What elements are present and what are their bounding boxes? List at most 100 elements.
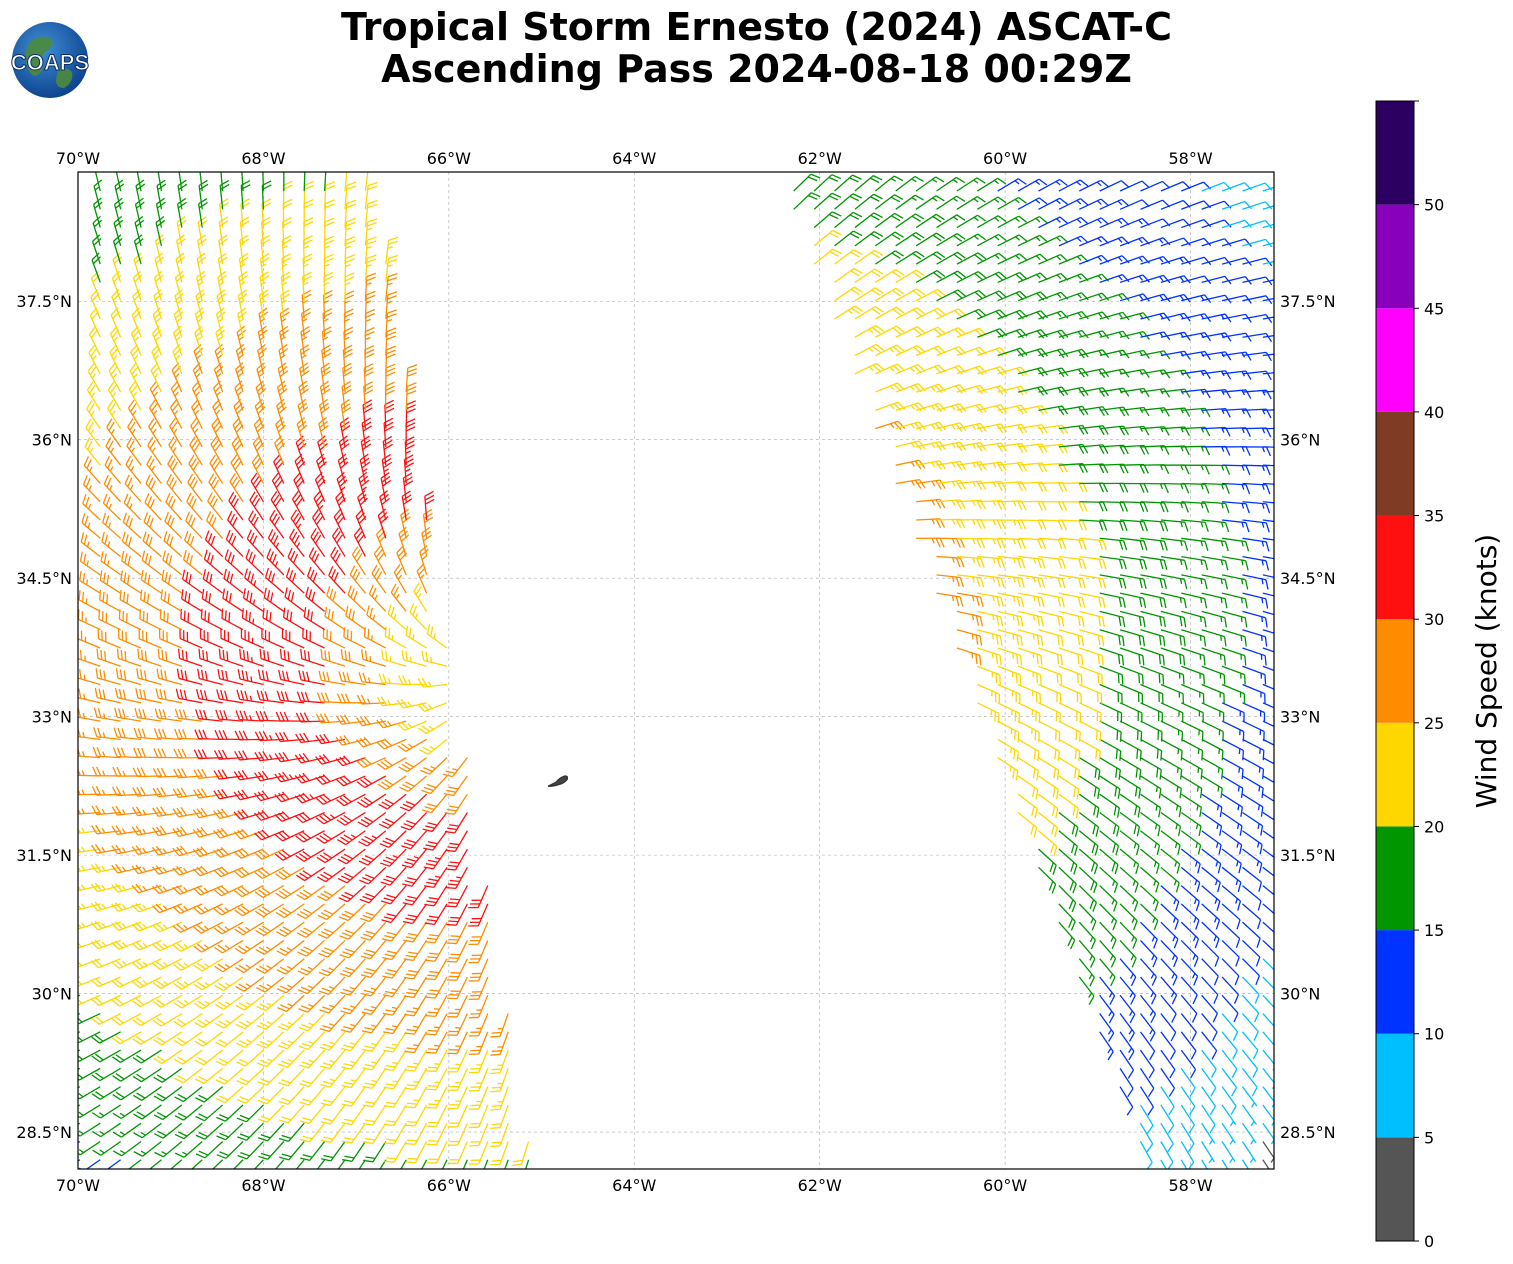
wind-barb — [997, 683, 1021, 704]
wind-barb — [194, 994, 223, 1010]
wind-barb — [172, 806, 203, 818]
wind-barb — [195, 1086, 224, 1103]
wind-barb — [333, 508, 346, 539]
lon-tick-label-top: 70°W — [56, 149, 100, 168]
wind-barb — [1017, 757, 1039, 781]
wind-barb — [468, 903, 489, 927]
wind-barb — [254, 398, 266, 429]
wind-barb — [405, 1122, 428, 1145]
wind-barb — [997, 500, 1027, 511]
wind-barb — [421, 793, 448, 814]
wind-barb — [254, 866, 285, 880]
wind-barb — [145, 474, 162, 503]
wind-barb — [425, 976, 448, 999]
wind-barb — [214, 994, 244, 1010]
wind-barb — [121, 550, 142, 576]
wind-barb — [936, 308, 967, 320]
wind-barb — [234, 885, 264, 898]
wind-barb — [356, 694, 386, 705]
wind-barb — [339, 958, 366, 978]
wind-barb — [78, 629, 101, 649]
wind-barb — [188, 454, 203, 484]
wind-barb — [238, 271, 249, 301]
wind-barb — [105, 437, 122, 466]
wind-barb — [1078, 976, 1095, 1005]
wind-barb — [1119, 903, 1138, 931]
wind-barb — [1079, 592, 1106, 608]
wind-barb — [1119, 274, 1150, 284]
wind-barb — [1099, 463, 1129, 474]
wind-barb — [1058, 537, 1087, 550]
wind-barb — [1120, 519, 1148, 532]
wind-barb — [328, 566, 346, 594]
wind-barb — [1119, 665, 1144, 685]
wind-barb — [834, 230, 863, 247]
wind-barb — [256, 1013, 285, 1031]
wind-barb — [1099, 976, 1116, 1005]
wind-barb — [1038, 702, 1061, 723]
wind-barb — [1201, 976, 1219, 1005]
wind-barb — [402, 903, 428, 925]
wind-barb — [1262, 501, 1274, 505]
wind-barb — [1140, 647, 1165, 666]
wind-barb — [1180, 921, 1200, 949]
wind-barb — [382, 435, 393, 466]
wind-barb — [112, 747, 142, 759]
wind-barb — [1262, 295, 1274, 302]
wind-barb — [1038, 253, 1069, 265]
wind-barb — [1181, 647, 1206, 666]
wind-barb — [1160, 537, 1189, 551]
wind-barb — [997, 720, 1020, 743]
wind-barb — [1038, 537, 1067, 550]
wind-barb — [916, 537, 945, 548]
wind-barb — [237, 1122, 264, 1141]
wind-barb — [172, 826, 203, 838]
wind-barb — [1201, 720, 1224, 742]
wind-barb — [1038, 610, 1065, 627]
wind-barb — [1181, 501, 1210, 513]
wind-barb — [1160, 464, 1190, 475]
wind-barb — [376, 738, 407, 750]
wind-barb — [1262, 464, 1274, 467]
wind-barb — [977, 683, 1001, 704]
wind-barb — [1181, 445, 1211, 456]
wind-barb — [393, 563, 407, 594]
wind-barb — [319, 1031, 346, 1051]
wind-barb — [1222, 427, 1251, 437]
wind-barb — [195, 1122, 224, 1140]
wind-barb — [264, 567, 285, 594]
wind-barb — [1119, 720, 1143, 742]
land-bermuda — [547, 775, 569, 788]
wind-barb — [154, 234, 165, 265]
wind-barb — [254, 829, 285, 841]
wind-barb — [1262, 370, 1274, 375]
wind-barb — [1099, 683, 1123, 704]
wind-barb — [295, 435, 307, 466]
wind-barb — [1119, 610, 1146, 628]
wind-barb — [1181, 519, 1209, 532]
wind-barb — [117, 628, 142, 649]
wind-barb — [198, 179, 209, 210]
wind-barb — [1160, 1031, 1176, 1060]
wind-barb — [446, 940, 468, 963]
wind-barb — [1038, 310, 1069, 320]
lon-tick-label-bottom: 58°W — [1168, 1176, 1212, 1195]
wind-barb — [91, 785, 121, 796]
wind-barb — [90, 289, 101, 320]
wind-barb — [1180, 885, 1200, 912]
wind-barb — [956, 177, 986, 192]
wind-barb — [396, 698, 427, 709]
wind-barb — [78, 669, 101, 686]
wind-barb — [1119, 592, 1147, 609]
wind-barb — [234, 380, 244, 411]
wind-barb — [1242, 738, 1265, 761]
wind-barb — [195, 1104, 224, 1122]
wind-barb — [1242, 370, 1272, 381]
wind-barb — [102, 512, 122, 539]
wind-barb — [340, 1013, 366, 1033]
wind-barb — [1242, 958, 1261, 986]
wind-barb — [78, 609, 101, 631]
wind-barb — [936, 232, 966, 247]
wind-barb — [997, 271, 1028, 284]
wind-barb — [111, 270, 122, 301]
